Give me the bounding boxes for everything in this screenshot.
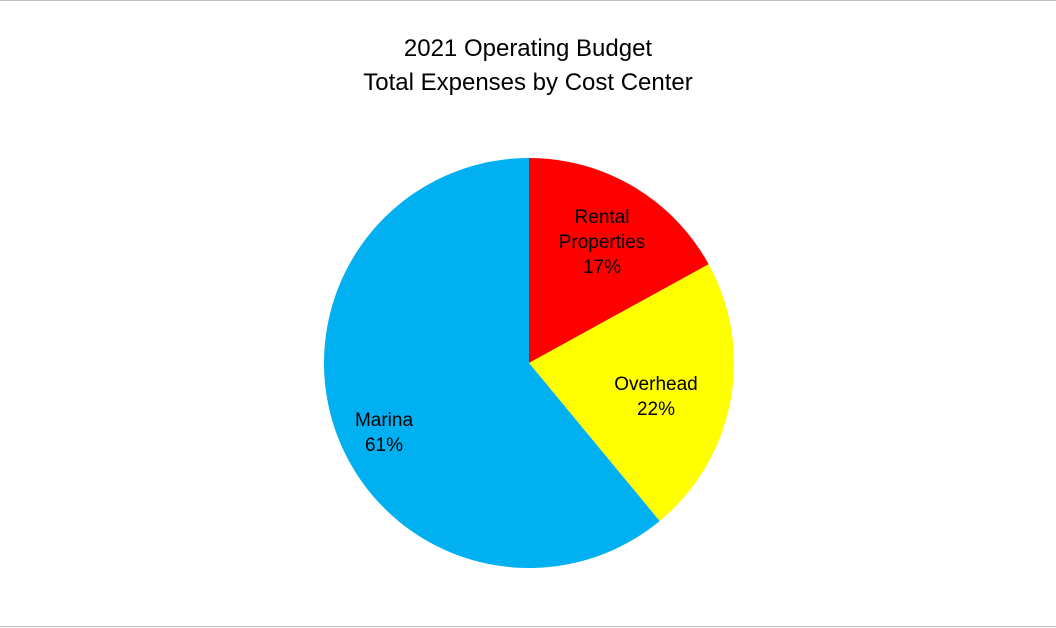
data-label-category: Properties bbox=[559, 232, 646, 253]
data-label-category: Overhead bbox=[614, 374, 697, 395]
data-label-value: 22% bbox=[637, 399, 675, 420]
pie-slices bbox=[324, 158, 734, 568]
chart-title-block: 2021 Operating Budget Total Expenses by … bbox=[0, 32, 1056, 100]
slice-labels: Rental Properties 17% Overhead 22% Marina 61% bbox=[355, 207, 698, 456]
data-label-value: 17% bbox=[583, 257, 621, 278]
pie-slice-rental-properties bbox=[529, 158, 709, 363]
data-label-marina: Marina 61% bbox=[355, 410, 414, 456]
data-label-category: Rental bbox=[575, 207, 630, 228]
chart-subtitle: Total Expenses by Cost Center bbox=[363, 69, 693, 96]
data-label-overhead: Overhead 22% bbox=[614, 374, 697, 420]
data-label-value: 61% bbox=[365, 435, 403, 456]
pie-slice-marina bbox=[324, 158, 660, 568]
pie-slice-overhead bbox=[529, 264, 734, 521]
data-label-category: Marina bbox=[355, 410, 414, 431]
chart-title: 2021 Operating Budget bbox=[403, 35, 653, 62]
data-label-rental-properties: Rental Properties 17% bbox=[559, 207, 646, 278]
